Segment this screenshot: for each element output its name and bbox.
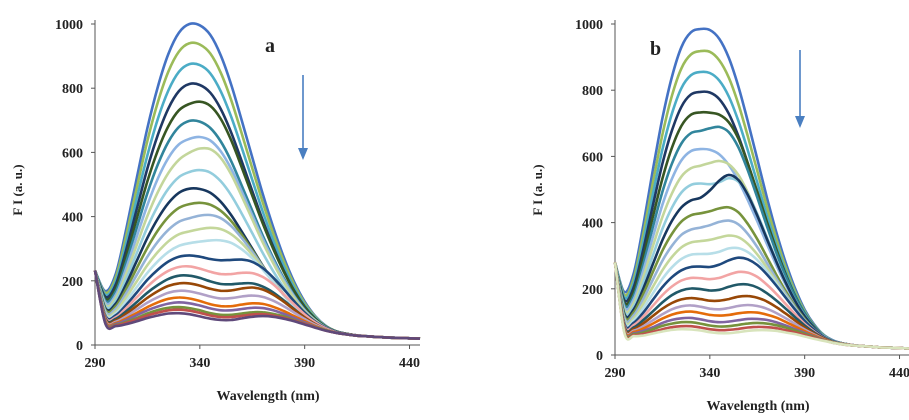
y-tick-label: 1000 [575,18,603,33]
x-tick-label: 390 [294,356,315,371]
y-axis-label-b: F I (a. u.) [530,164,545,215]
chart-a: 0 200 400 600 800 1000 290 340 390 440 a F I (a. … [10,18,421,404]
y-axis-label-a: F I (a. u.) [10,164,25,215]
x-tick-label: 440 [399,356,420,371]
series-line-a-24 [93,270,421,340]
y-tick-label: 800 [62,82,83,97]
downward-arrow-a [298,75,308,160]
y-tick-label: 400 [582,217,603,232]
x-tick-label: 290 [85,356,106,371]
x-axis-label-b: Wavelength (nm) [706,399,809,414]
downward-arrow-b [795,50,805,128]
x-tick-label: 290 [605,366,626,381]
series-line-b-15 [613,256,909,350]
y-tick-label: 200 [582,283,603,298]
y-tick-label: 400 [62,211,83,226]
y-tick-label: 600 [582,150,603,165]
y-tick-label: 0 [76,339,83,354]
y-tick-label: 800 [582,84,603,99]
x-tick-label: 340 [189,356,210,371]
panel-label-b: b [650,38,661,60]
x-tick-label: 340 [699,366,720,381]
panel-label-a: a [265,35,275,57]
chart-panel-a: 0 200 400 600 800 1000 290 340 390 440 a F I (a. … [0,0,440,415]
x-tick-label: 440 [889,366,909,381]
x-tick-label: 390 [794,366,815,381]
chart-panel-b: 0 200 400 600 800 1000 290 340 390 440 b F I (a. … [520,0,909,415]
y-tick-label: 1000 [55,18,83,33]
chart-b: 0 200 400 600 800 1000 290 340 390 440 b F I (a. … [530,18,909,414]
y-tick-label: 0 [596,349,603,364]
y-tick-label: 600 [62,146,83,161]
x-axis-label-a: Wavelength (nm) [216,389,319,404]
series-line-b-24 [613,262,909,350]
y-tick-label: 200 [62,275,83,290]
